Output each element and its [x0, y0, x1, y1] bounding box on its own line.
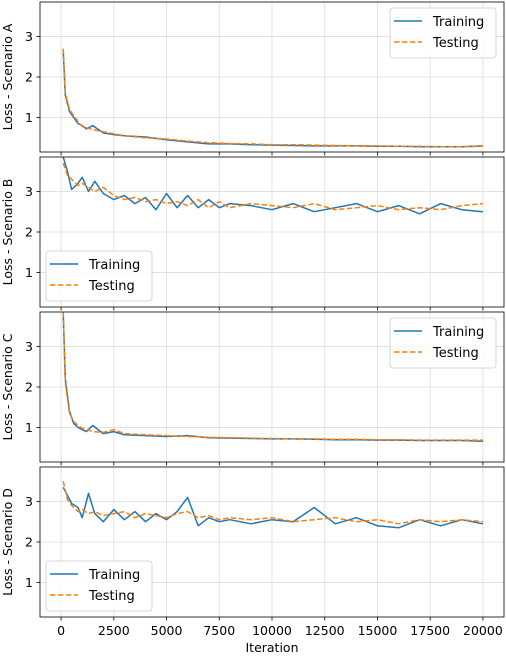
y-axis-label: Loss - Scenario B [0, 179, 15, 286]
x-axis-label: Iteration [245, 640, 298, 655]
x-tick-label: 2500 [98, 623, 130, 638]
y-axis-label: Loss - Scenario A [0, 23, 15, 130]
y-axis-label: Loss - Scenario C [0, 333, 15, 440]
y-tick-label: 2 [25, 225, 33, 240]
x-tick-label: 7500 [203, 623, 235, 638]
legend: Training Testing [389, 7, 497, 59]
x-tick-label: 5000 [151, 623, 183, 638]
y-tick-label: 3 [25, 494, 33, 509]
x-tick-label: 12500 [305, 623, 345, 638]
panel-1: 1 2 3 Loss - Scenario A Training Testing [0, 1, 505, 156]
series-line-testing [62, 312, 483, 441]
y-tick-label: 3 [25, 29, 33, 44]
x-tick-label: 0 [57, 623, 65, 638]
legend-label-training: Training [432, 325, 484, 340]
series-line-testing [62, 162, 483, 211]
y-tick-label: 3 [25, 184, 33, 199]
y-tick-label: 1 [25, 420, 33, 435]
y-tick-label: 2 [25, 70, 33, 85]
y-tick-label: 1 [25, 575, 33, 590]
legend: Training Testing [389, 317, 497, 369]
legend-label-testing: Testing [88, 279, 135, 294]
x-tick-label: 15000 [358, 623, 398, 638]
x-tick-label: 10000 [252, 623, 292, 638]
legend-label-training: Training [88, 568, 140, 583]
legend-label-training: Training [88, 258, 140, 273]
panel-4: 1 2 3 0 2500 5000 7500 10000 12500 15000 17500 2000… [0, 466, 505, 655]
legend-label-testing: Testing [88, 589, 135, 604]
y-tick-label: 2 [25, 380, 33, 395]
y-tick-label: 1 [25, 265, 33, 280]
series-line-testing [62, 481, 483, 525]
legend: Training Testing [45, 250, 153, 302]
legend: Training Testing [45, 560, 153, 612]
legend-label-testing: Testing [432, 36, 479, 51]
x-tick-label: 20000 [463, 623, 503, 638]
x-tick-label: 17500 [410, 623, 450, 638]
y-tick-label: 1 [25, 110, 33, 125]
series-line-training [62, 486, 484, 529]
legend-label-training: Training [432, 15, 484, 30]
panel-3: 1 2 3 Loss - Scenario C Training Testing [0, 311, 505, 466]
y-tick-label: 2 [25, 535, 33, 550]
panel-2: 1 2 3 Loss - Scenario B Training Testing [0, 156, 505, 311]
y-axis-label: Loss - Scenario D [0, 488, 15, 596]
y-tick-label: 3 [25, 339, 33, 354]
series-line-testing [62, 48, 483, 148]
series-line-training [62, 157, 483, 215]
legend-label-testing: Testing [432, 346, 479, 361]
series-line-training [62, 50, 483, 148]
